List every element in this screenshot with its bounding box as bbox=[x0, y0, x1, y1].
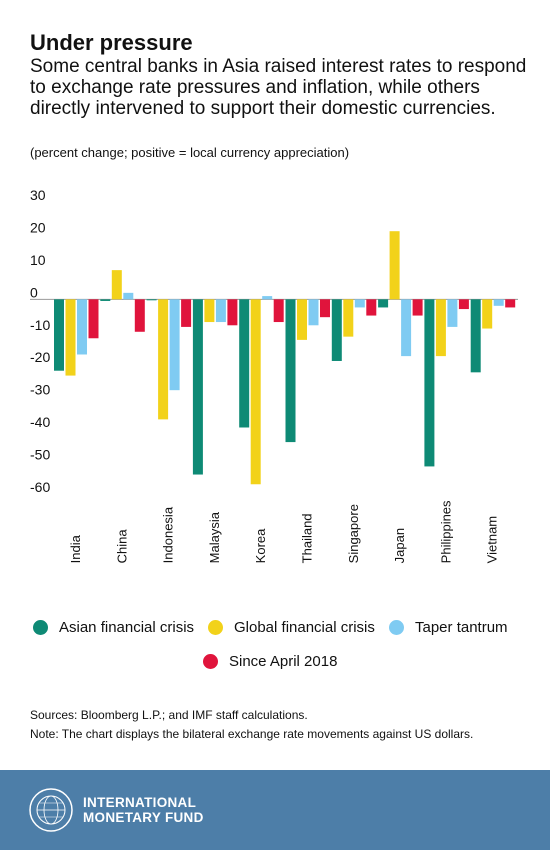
legend-swatch bbox=[203, 654, 218, 669]
y-tick-label: 30 bbox=[30, 187, 46, 203]
bar-philippines-taper-tantrum bbox=[447, 299, 458, 327]
bar-korea-since-april-2018 bbox=[273, 299, 284, 323]
bar-indonesia-asian-financial-crisis bbox=[146, 299, 157, 301]
sources-block: Sources: Bloomberg L.P.; and IMF staff c… bbox=[30, 706, 473, 744]
imf-wordmark-line2: MONETARY FUND bbox=[83, 810, 204, 825]
y-tick-label: -30 bbox=[30, 382, 50, 398]
x-category-label: Japan bbox=[392, 528, 407, 563]
bar-singapore-global-financial-crisis bbox=[343, 299, 354, 337]
bar-india-taper-tantrum bbox=[77, 299, 87, 355]
bar-singapore-taper-tantrum bbox=[354, 299, 365, 308]
footnote-text: Note: The chart displays the bilateral e… bbox=[30, 727, 474, 741]
bar-india-since-april-2018 bbox=[88, 299, 99, 339]
bar-korea-asian-financial-crisis bbox=[239, 299, 250, 428]
bar-philippines-asian-financial-crisis bbox=[424, 299, 435, 467]
x-category-label: Korea bbox=[253, 528, 268, 563]
chart-subtitle: Some central banks in Asia raised intere… bbox=[30, 56, 527, 119]
legend-swatch bbox=[389, 620, 404, 635]
bar-japan-taper-tantrum bbox=[401, 299, 412, 357]
legend-label: Asian financial crisis bbox=[59, 619, 195, 636]
bar-chart: 30 20 10 0 -10 -20 -30 -40 -50 -60 India China Indon… bbox=[30, 187, 518, 564]
bar-china-taper-tantrum bbox=[123, 292, 134, 300]
x-category-label: Philippines bbox=[438, 500, 453, 563]
bar-vietnam-since-april-2018 bbox=[505, 299, 516, 308]
bar-korea-global-financial-crisis bbox=[250, 299, 261, 485]
bar-philippines-global-financial-crisis bbox=[435, 299, 446, 357]
legend-label: Taper tantrum bbox=[415, 619, 508, 636]
chart-title: Under pressure bbox=[30, 30, 193, 55]
bar-thailand-asian-financial-crisis bbox=[285, 299, 296, 443]
units-note: (percent change; positive = local curren… bbox=[30, 145, 350, 160]
bar-indonesia-since-april-2018 bbox=[181, 299, 192, 327]
legend-swatch bbox=[33, 620, 48, 635]
y-tick-label: 0 bbox=[30, 284, 38, 300]
legend-swatch bbox=[208, 620, 223, 635]
legend-item-asian-financial-crisis: Asian financial crisis bbox=[33, 619, 194, 636]
y-tick-label: -40 bbox=[30, 414, 50, 430]
bar-korea-taper-tantrum bbox=[262, 296, 273, 300]
sources-text: Sources: Bloomberg L.P.; and IMF staff c… bbox=[30, 708, 308, 722]
x-category-label: India bbox=[68, 534, 83, 563]
bar-singapore-since-april-2018 bbox=[366, 299, 377, 316]
x-category-label: Singapore bbox=[346, 504, 361, 563]
bar-japan-since-april-2018 bbox=[412, 299, 423, 316]
bar-thailand-global-financial-crisis bbox=[297, 299, 307, 340]
legend-label: Global financial crisis bbox=[234, 619, 375, 636]
y-tick-label: -50 bbox=[30, 447, 50, 463]
bar-malaysia-global-financial-crisis bbox=[204, 299, 215, 323]
bar-indonesia-global-financial-crisis bbox=[158, 299, 169, 420]
x-category-label: Malaysia bbox=[207, 511, 222, 563]
footer-banner: INTERNATIONAL MONETARY FUND bbox=[0, 770, 550, 850]
x-category-label: Vietnam bbox=[485, 516, 500, 563]
imf-wordmark: INTERNATIONAL MONETARY FUND bbox=[83, 795, 204, 825]
legend-item-global-financial-crisis: Global financial crisis bbox=[208, 619, 375, 636]
legend-item-taper-tantrum: Taper tantrum bbox=[389, 619, 508, 636]
bar-india-global-financial-crisis bbox=[65, 299, 76, 376]
x-category-label: China bbox=[114, 529, 129, 564]
bar-philippines-since-april-2018 bbox=[458, 299, 469, 310]
y-tick-label: -10 bbox=[30, 317, 50, 333]
x-category-label: Indonesia bbox=[161, 506, 176, 563]
bar-china-since-april-2018 bbox=[134, 299, 145, 332]
imf-seal-logo bbox=[29, 788, 73, 832]
y-tick-label: -60 bbox=[30, 479, 50, 495]
bar-thailand-taper-tantrum bbox=[308, 299, 319, 326]
legend-item-since-april-2018: Since April 2018 bbox=[203, 653, 337, 670]
bar-japan-global-financial-crisis bbox=[389, 231, 400, 300]
legend-label: Since April 2018 bbox=[229, 653, 338, 670]
bar-singapore-asian-financial-crisis bbox=[331, 299, 342, 361]
bar-vietnam-asian-financial-crisis bbox=[470, 299, 481, 373]
bar-malaysia-since-april-2018 bbox=[227, 299, 238, 326]
y-tick-label: -20 bbox=[30, 349, 50, 365]
bar-vietnam-taper-tantrum bbox=[493, 299, 504, 306]
bar-china-asian-financial-crisis bbox=[100, 299, 111, 301]
bar-malaysia-asian-financial-crisis bbox=[192, 299, 203, 475]
y-tick-label: 20 bbox=[30, 219, 46, 235]
y-tick-label: 10 bbox=[30, 252, 46, 268]
x-category-label: Thailand bbox=[300, 513, 315, 563]
bar-thailand-since-april-2018 bbox=[320, 299, 330, 318]
bar-vietnam-global-financial-crisis bbox=[482, 299, 493, 329]
bar-china-global-financial-crisis bbox=[111, 270, 122, 300]
bar-india-asian-financial-crisis bbox=[54, 299, 64, 371]
imf-wordmark-line1: INTERNATIONAL bbox=[83, 795, 197, 810]
bar-indonesia-taper-tantrum bbox=[169, 299, 180, 391]
bar-japan-asian-financial-crisis bbox=[378, 299, 389, 308]
bar-malaysia-taper-tantrum bbox=[215, 299, 226, 323]
